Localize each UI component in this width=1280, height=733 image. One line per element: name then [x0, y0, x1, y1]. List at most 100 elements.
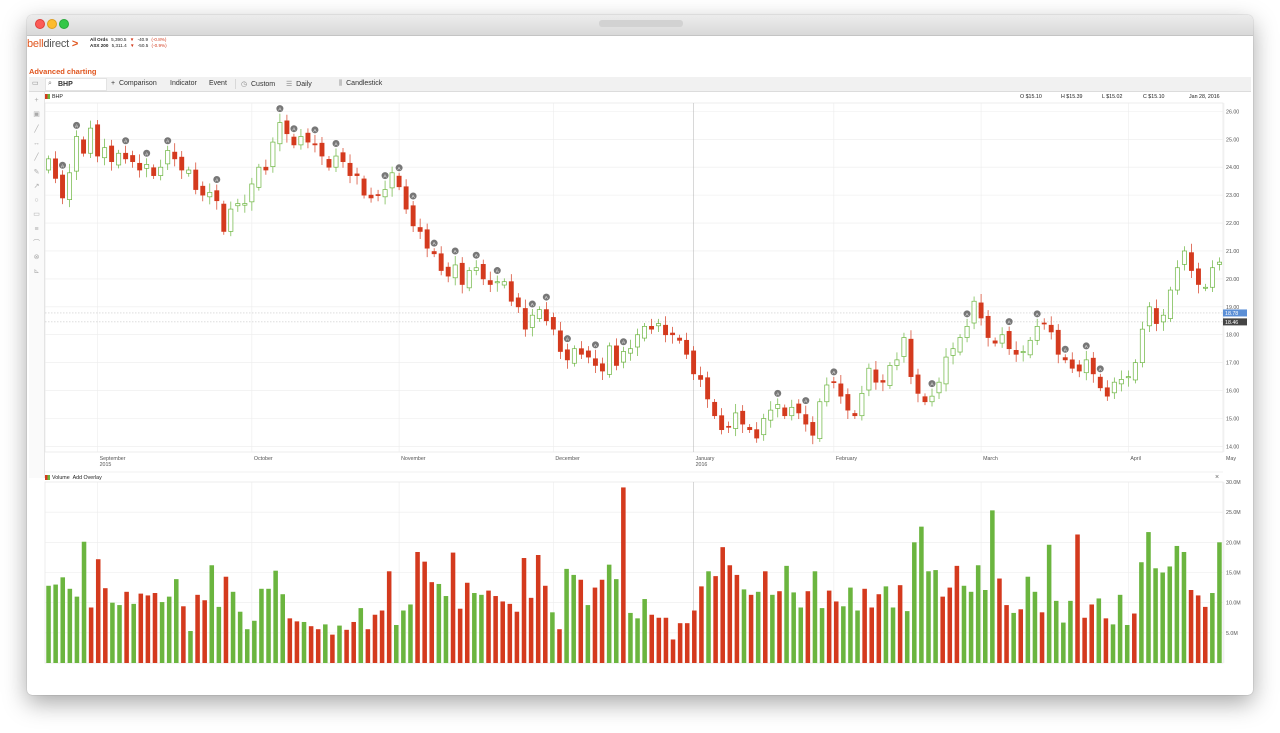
event-marker: [528, 300, 536, 308]
index-value: 5,390.5: [111, 37, 127, 42]
candle-up: [607, 345, 612, 375]
custom-range-button[interactable]: ◷ Custom: [241, 80, 275, 88]
volume-bar: [244, 629, 250, 663]
candle-up: [964, 326, 970, 338]
event-marker-label: A: [966, 312, 970, 317]
volume-bar: [117, 605, 122, 663]
candle-up: [1020, 351, 1026, 353]
arrow-line-icon[interactable]: ↗: [33, 183, 40, 190]
event-marker: [395, 164, 403, 172]
pencil-icon[interactable]: ✎: [33, 169, 40, 176]
candle-up: [1167, 289, 1173, 319]
event-marker-label: A: [776, 391, 780, 396]
candle-down: [754, 429, 760, 439]
volume-bar: [287, 618, 293, 663]
volume-tick-label: 15.0M: [1226, 571, 1241, 577]
rectangle-icon[interactable]: ▭: [33, 211, 40, 218]
candle-down: [740, 410, 746, 425]
price-marker-label: 18.46: [1225, 320, 1238, 326]
minimize-window-button[interactable]: [47, 19, 57, 29]
fibonacci-icon[interactable]: ⊾: [33, 268, 40, 275]
candle-down: [123, 152, 129, 160]
volume-bar: [1174, 545, 1180, 663]
volume-bar: [174, 579, 179, 663]
interval-button[interactable]: ☰ Daily: [286, 80, 312, 88]
candle-down: [649, 326, 654, 330]
volume-tick-label: 30.0M: [1226, 480, 1241, 486]
candle-down: [592, 358, 598, 366]
layout-icon[interactable]: ▭: [32, 80, 39, 87]
candlestick-label: Candlestick: [346, 80, 383, 87]
add-overlay-button[interactable]: Add Overlay: [72, 475, 102, 481]
channel-icon[interactable]: ≡: [34, 226, 39, 233]
chart-type-button[interactable]: ⫼ Candlestick: [339, 80, 382, 88]
volume-bar: [1082, 617, 1087, 663]
arc-icon[interactable]: ⌒: [33, 240, 40, 247]
volume-bar: [1004, 605, 1009, 663]
x-tick-year: 2016: [696, 462, 708, 468]
symbol-search-input[interactable]: ⌕ BHP: [45, 78, 107, 91]
ohlc-high: H $15.39: [1061, 94, 1083, 100]
volume-bar: [145, 595, 151, 663]
volume-bar: [578, 579, 584, 663]
price-tick-label: 18.00: [1226, 333, 1239, 339]
candle-down: [599, 363, 605, 372]
volume-bar: [770, 594, 775, 663]
measure-icon[interactable]: ↔: [33, 140, 40, 147]
price-marker-label: 18.78: [1225, 311, 1238, 317]
volume-bar: [833, 601, 839, 663]
candle-up: [256, 166, 262, 188]
volume-bar: [159, 602, 165, 663]
event-marker-label: A: [1064, 347, 1068, 352]
volume-bar: [386, 571, 392, 663]
comparison-button[interactable]: + Comparison: [111, 80, 157, 87]
page-title: Advanced charting: [29, 67, 97, 76]
delete-icon[interactable]: ⊗: [33, 254, 40, 261]
browser-window: belldirect > All Ords 5,390.5 ▼ -40.9 (-…: [27, 15, 1253, 695]
volume-bar: [1160, 572, 1165, 663]
event-marker-label: A: [594, 343, 598, 348]
volume-bar: [599, 579, 605, 663]
volume-bar: [819, 608, 825, 663]
title-bar: [27, 15, 1253, 36]
candle-down: [81, 139, 87, 154]
candle-down: [564, 349, 570, 361]
close-volume-panel-icon[interactable]: ×: [1215, 474, 1220, 481]
candle-down: [978, 302, 984, 319]
candle-down: [578, 348, 584, 355]
ray-icon[interactable]: ╱: [34, 154, 39, 161]
zoom-window-button[interactable]: [59, 19, 69, 29]
event-marker-label: A: [124, 139, 128, 144]
volume-bar: [1096, 598, 1102, 663]
circle-icon[interactable]: ○: [34, 197, 39, 204]
candle-down: [1041, 322, 1047, 325]
volume-bar: [351, 621, 356, 663]
trendline-icon[interactable]: ╱: [34, 126, 39, 133]
bell-direct-logo[interactable]: belldirect >: [27, 38, 78, 50]
address-bar[interactable]: [599, 20, 683, 27]
candle-up: [1118, 379, 1124, 385]
candle-down: [60, 174, 65, 199]
event-marker: [73, 121, 81, 129]
price-volume-chart[interactable]: 26.00 25.00 24.00 23.00 22.00 21.00 20.00 19.00…: [27, 15, 1253, 695]
volume-bar: [642, 599, 647, 663]
candle-up: [186, 169, 192, 174]
candle-down: [1196, 268, 1201, 285]
close-window-button[interactable]: [35, 19, 45, 29]
candle-up: [1174, 267, 1180, 291]
volume-bar: [592, 587, 598, 663]
volume-bar: [209, 565, 215, 663]
crosshair-icon[interactable]: +: [34, 97, 39, 104]
candle-up: [249, 183, 255, 203]
event-marker: [563, 335, 571, 343]
event-button[interactable]: Event: [209, 80, 227, 87]
candle-down: [557, 330, 563, 352]
volume-bar: [826, 590, 832, 663]
annotation-icon[interactable]: ▣: [33, 111, 40, 118]
candle-down: [508, 281, 514, 302]
candle-down: [810, 422, 816, 436]
candle-down: [1076, 364, 1082, 372]
candle-down: [137, 162, 143, 171]
candle-down: [151, 167, 157, 176]
indicator-button[interactable]: Indicator: [170, 80, 197, 87]
